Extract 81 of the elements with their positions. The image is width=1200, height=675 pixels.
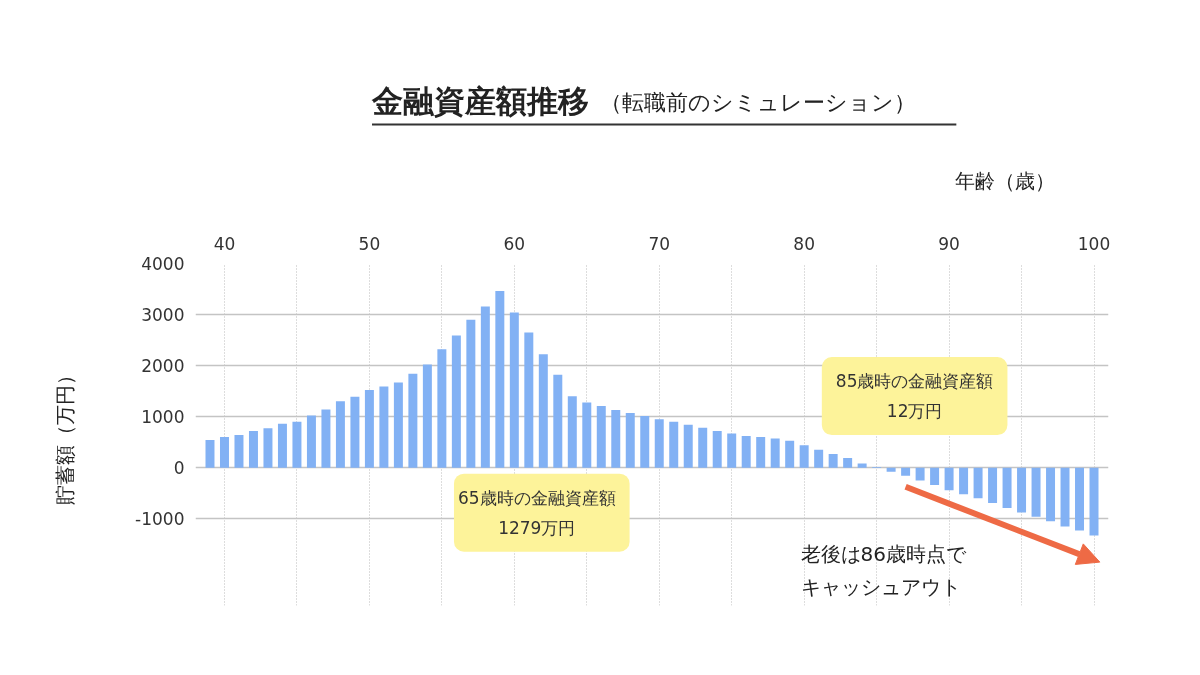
bar xyxy=(698,427,708,468)
annotation: 85歳時の金融資産額 12万円 xyxy=(835,371,994,422)
bar xyxy=(364,390,374,468)
y-tick-label: 3000 xyxy=(141,305,185,326)
bar xyxy=(321,409,331,468)
bar xyxy=(538,354,548,468)
bar xyxy=(930,467,940,486)
bar xyxy=(814,449,824,468)
x-axis-title: 年齢（歳） xyxy=(955,168,1056,193)
bar xyxy=(582,402,592,468)
bar xyxy=(567,396,577,468)
bar xyxy=(1031,467,1041,517)
chart-title: 金融資産額推移 xyxy=(371,82,590,119)
bar xyxy=(843,457,853,468)
bar xyxy=(306,415,316,468)
bar xyxy=(393,382,403,468)
bar xyxy=(219,437,229,468)
bar xyxy=(640,416,650,468)
y-tick-label: 2000 xyxy=(141,356,185,377)
x-tick-label: 60 xyxy=(503,233,526,254)
bar xyxy=(277,423,287,468)
bar xyxy=(509,312,519,468)
bar xyxy=(611,410,621,468)
bar xyxy=(205,440,215,468)
bar xyxy=(263,428,273,468)
bar xyxy=(712,430,722,468)
bar xyxy=(480,306,490,468)
chart-subtitle: （転職前のシミュレーション） xyxy=(600,90,917,115)
bar xyxy=(901,467,911,476)
bar xyxy=(727,433,737,468)
x-tick-label: 50 xyxy=(358,233,381,254)
bar xyxy=(669,421,679,468)
bar xyxy=(596,405,606,468)
bar xyxy=(857,463,867,468)
bar xyxy=(799,445,809,468)
bar xyxy=(524,332,534,468)
bar xyxy=(234,435,244,468)
bar xyxy=(1046,467,1056,522)
bar xyxy=(770,438,780,468)
bar xyxy=(1060,467,1070,527)
bar xyxy=(292,421,302,468)
bar xyxy=(959,467,969,495)
bar xyxy=(886,467,896,472)
bar xyxy=(1089,467,1099,536)
bar xyxy=(437,349,447,468)
bar xyxy=(495,291,505,468)
y-tick-label: 1000 xyxy=(141,407,185,428)
bar xyxy=(654,419,664,468)
bar xyxy=(451,335,461,468)
x-tick-label: 70 xyxy=(648,233,671,254)
bar xyxy=(944,467,954,491)
bar xyxy=(1017,467,1027,513)
bar xyxy=(785,440,795,468)
bar xyxy=(915,467,925,481)
bar xyxy=(422,364,432,468)
bar xyxy=(350,396,360,468)
y-axis-title: 貯蓄額（万円） xyxy=(53,364,78,505)
y-tick-label: -1000 xyxy=(135,509,185,530)
x-tick-label: 90 xyxy=(938,233,960,254)
y-tick-label: 4000 xyxy=(141,254,185,274)
bar xyxy=(973,467,983,499)
bar xyxy=(553,374,563,468)
bar xyxy=(379,386,389,468)
bar xyxy=(335,401,345,468)
bar xyxy=(1075,467,1085,531)
bar xyxy=(466,319,476,468)
x-tick-label: 100 xyxy=(1077,233,1111,254)
bar xyxy=(683,424,693,468)
bar xyxy=(828,453,838,468)
annotation: 老後は86歳時点でキャッシュアウト xyxy=(800,541,967,600)
annotation: 65歳時の金融資産額 1279万円 xyxy=(457,487,616,538)
y-tick-label: 0 xyxy=(173,458,185,479)
bar xyxy=(988,467,998,503)
x-tick-label: 80 xyxy=(793,233,815,254)
x-tick-label: 40 xyxy=(213,233,236,254)
bar xyxy=(408,373,418,468)
bar xyxy=(625,413,635,468)
bar xyxy=(248,430,258,468)
bar xyxy=(1002,467,1012,508)
bar xyxy=(741,436,751,468)
bar xyxy=(756,437,766,468)
